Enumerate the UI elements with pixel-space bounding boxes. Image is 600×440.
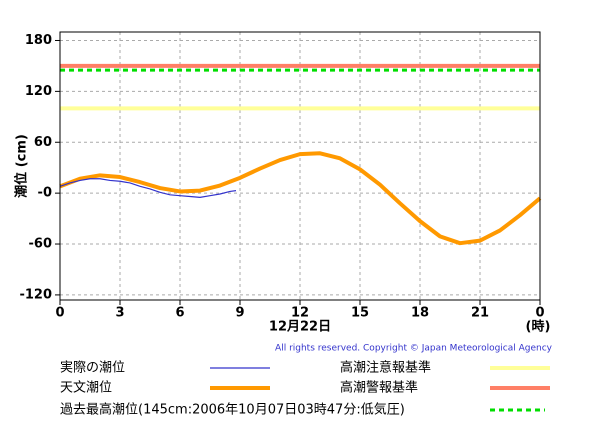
- x-tick-label: 0: [535, 306, 544, 321]
- legend-label: 過去最高潮位(145cm:2006年10月07日03時47分:低気圧): [60, 402, 405, 418]
- x-tick-label: 12: [291, 306, 309, 321]
- y-tick-label: 120: [25, 84, 52, 99]
- y-tick-label: 60: [34, 135, 52, 150]
- plot-border: [59, 31, 541, 301]
- legend-label: 実際の潮位: [60, 360, 125, 376]
- x-axis-unit: (時): [526, 319, 551, 335]
- x-tick-label: 9: [235, 306, 244, 321]
- legend-label: 天文潮位: [60, 381, 112, 396]
- x-tick-label: 0: [55, 306, 64, 321]
- legend-label: 高潮警報基準: [340, 380, 418, 396]
- x-tick-label: 6: [175, 306, 184, 321]
- series-line: [59, 151, 542, 246]
- legend-label: 高潮注意報基準: [340, 360, 431, 376]
- y-tick-label: -0: [38, 186, 52, 201]
- x-tick-label: 18: [411, 306, 429, 321]
- series-line: [59, 178, 237, 198]
- y-tick-label: -60: [29, 237, 53, 252]
- y-tick-label: 180: [25, 33, 52, 48]
- y-tick-label: -120: [19, 287, 52, 302]
- y-axis-label: 潮位 (cm): [14, 134, 30, 198]
- x-axis-label: 12月22日: [269, 320, 331, 335]
- copyright: All rights reserved. Copyright © Japan M…: [275, 344, 553, 354]
- x-tick-label: 3: [115, 306, 124, 321]
- x-tick-label: 15: [351, 306, 369, 321]
- x-tick-label: 21: [471, 306, 489, 321]
